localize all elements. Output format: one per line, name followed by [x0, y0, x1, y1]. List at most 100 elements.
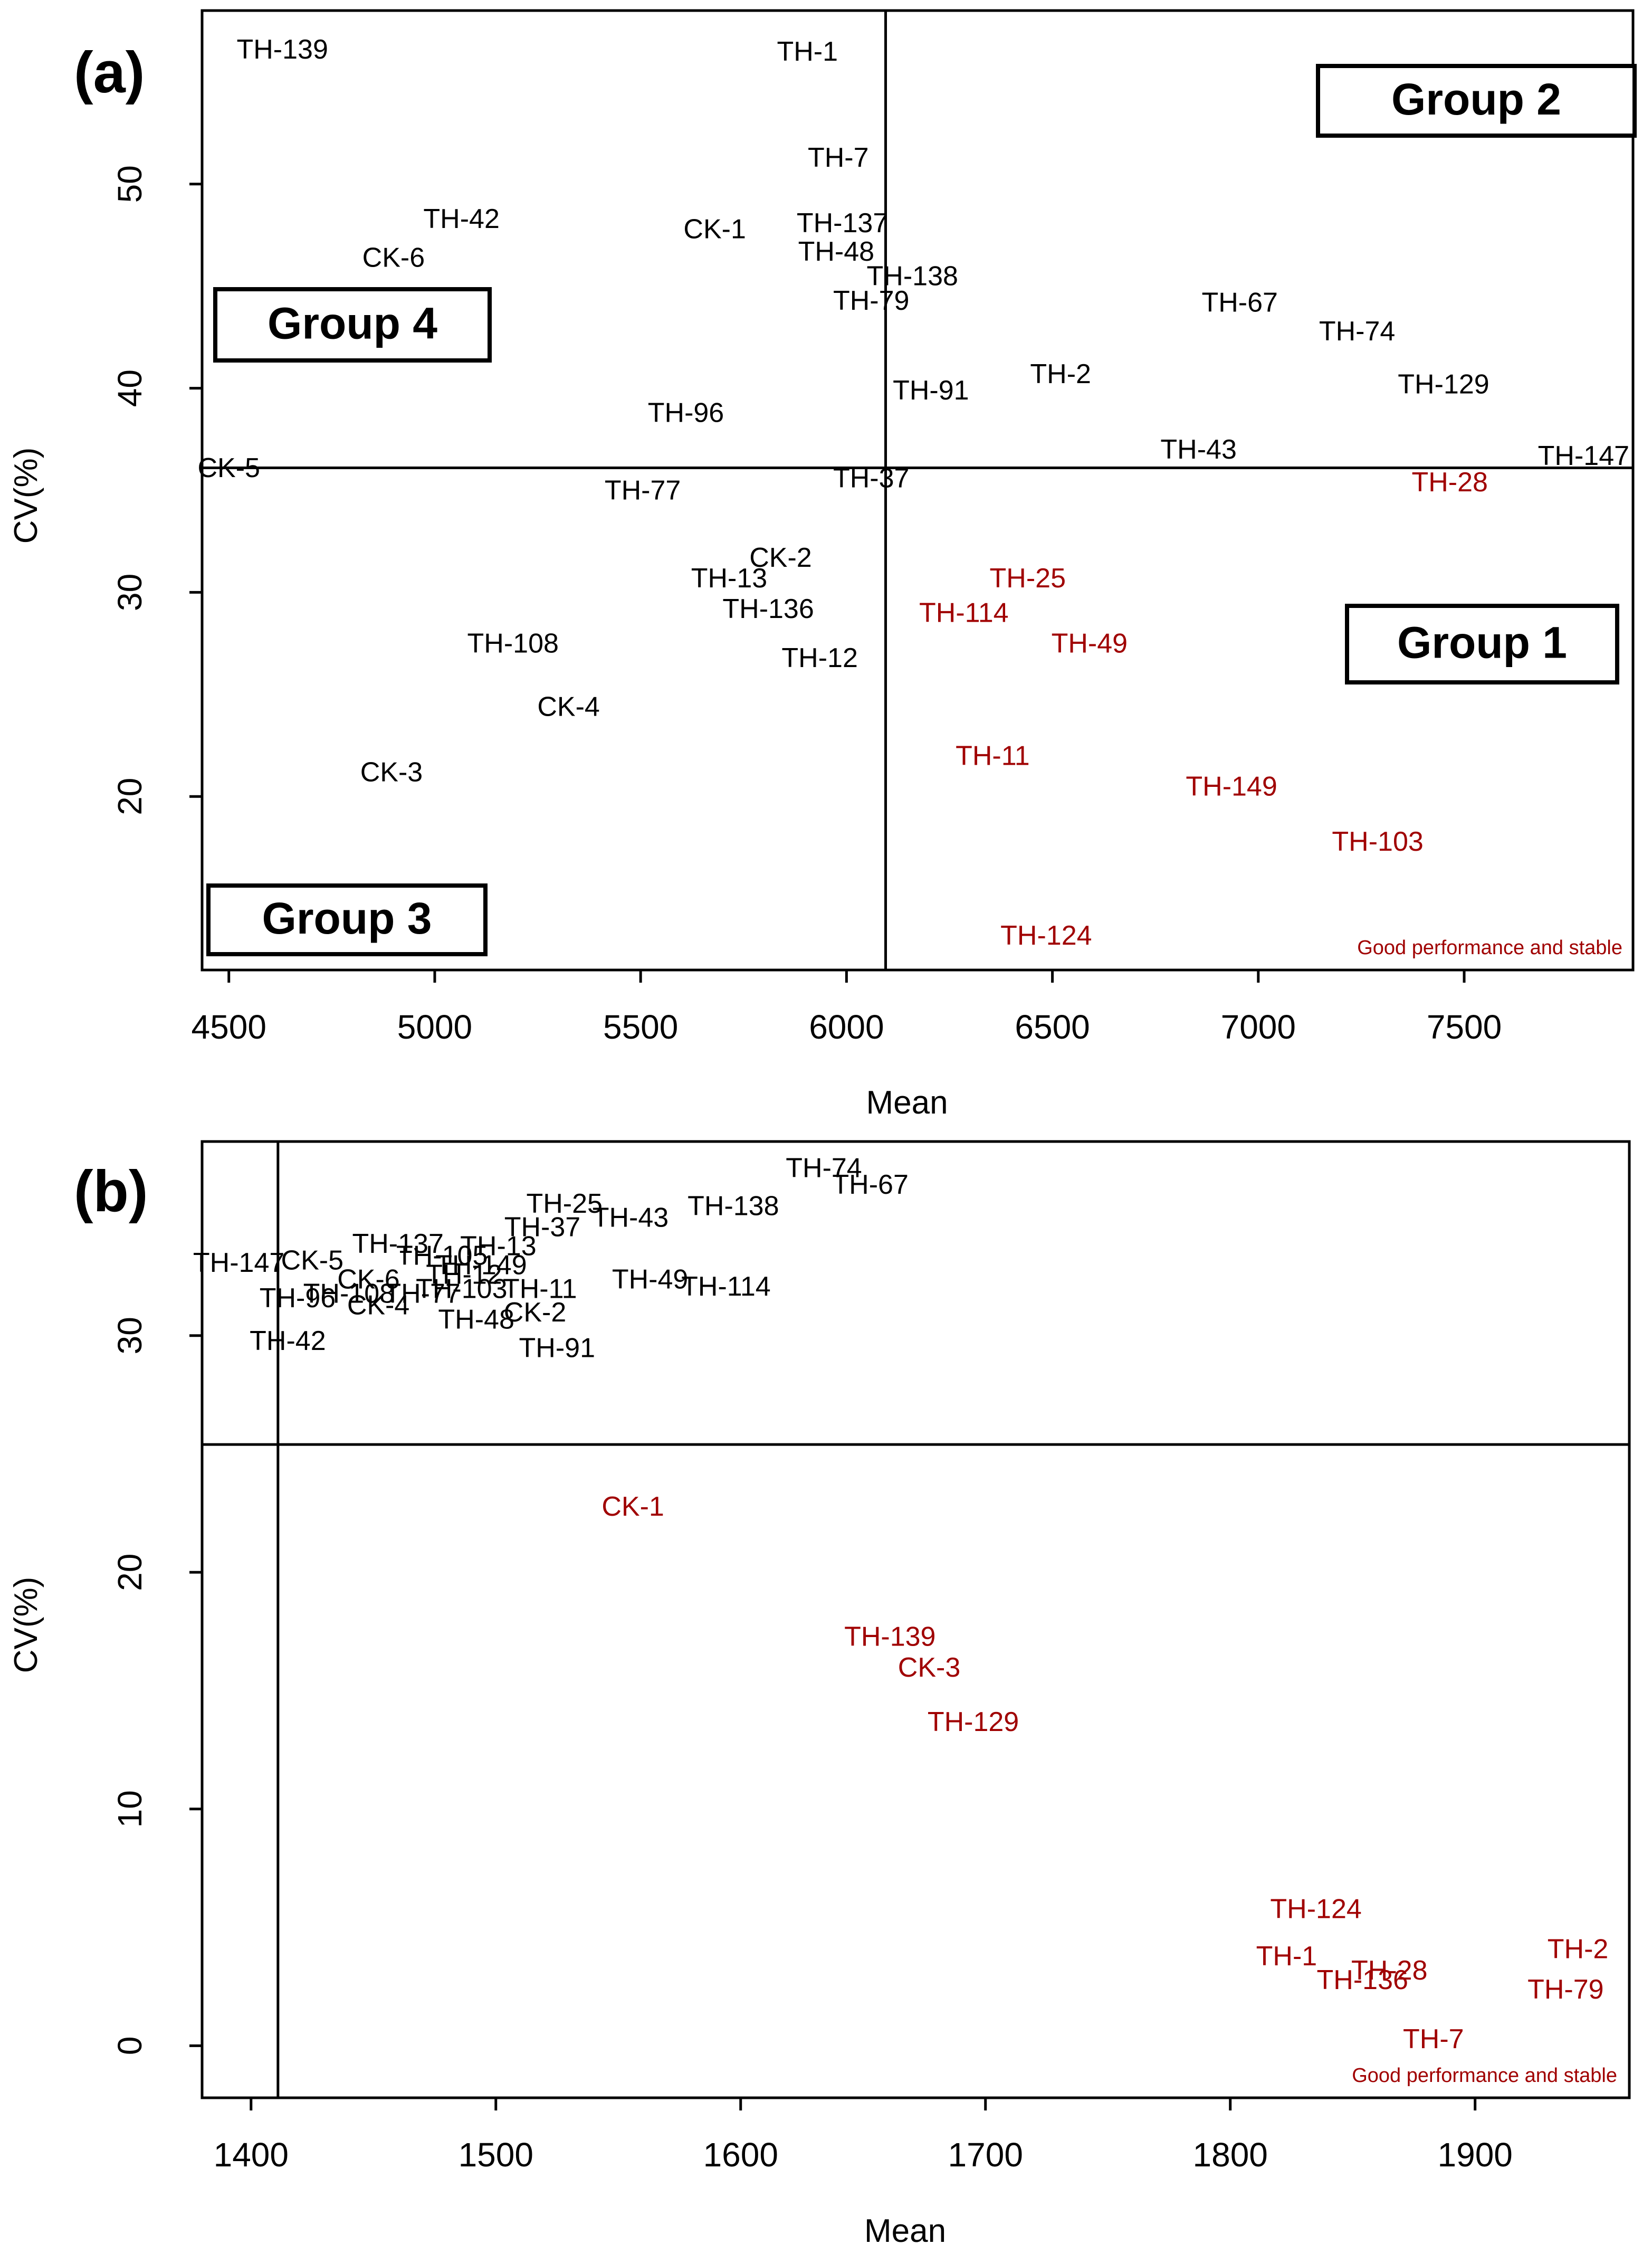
- panel-b-y-tick-label: 20: [111, 1554, 149, 1591]
- panel-a-plot-frame: [200, 9, 1635, 972]
- panel-b-point-th-25: TH-25: [526, 1188, 602, 1219]
- panel-b-point-th-149: TH-149: [435, 1250, 527, 1280]
- panel-b-label: (b): [74, 1159, 148, 1224]
- panel-a-point-ck-6: CK-6: [362, 243, 425, 273]
- panel-a-point-th-37: TH-37: [833, 463, 909, 493]
- panel-b-point-th-137: TH-137: [352, 1229, 443, 1259]
- panel-a-point-th-129: TH-129: [1398, 369, 1489, 400]
- panel-b-point-th-138: TH-138: [687, 1191, 779, 1221]
- panel-a-point-th-7: TH-7: [808, 142, 869, 173]
- panel-a-point-th-124: TH-124: [1000, 920, 1092, 951]
- panel-a-x-tick-label: 7000: [1221, 1008, 1296, 1046]
- panel-b-point-th-96: TH-96: [260, 1283, 336, 1314]
- panel-b-point-th-67: TH-67: [832, 1169, 908, 1200]
- panel-b-point-ck-6: CK-6: [337, 1264, 399, 1295]
- panel-b-x-axis-label: Mean: [864, 2213, 946, 2249]
- panel-a-x-tick-label: 4500: [192, 1008, 266, 1046]
- panel-b-point-th-2: TH-2: [1548, 1934, 1609, 1965]
- panel-a-y-tick-label: 40: [111, 369, 149, 407]
- panel-a-point-th-11: TH-11: [956, 740, 1030, 771]
- panel-a-point-th-91: TH-91: [893, 375, 969, 406]
- panel-b-point-th-103: TH-103: [416, 1273, 507, 1304]
- panel-a-point-th-114: TH-114: [919, 598, 1009, 629]
- panel-a-point-th-28: TH-28: [1411, 467, 1487, 498]
- panel-b-point-th-43: TH-43: [593, 1203, 669, 1233]
- panel-a-point-th-77: TH-77: [605, 475, 681, 506]
- panel-a-point-th-79: TH-79: [833, 286, 909, 316]
- panel-b-point-th-79: TH-79: [1527, 1974, 1603, 2005]
- panel-b-point-th-12: TH-12: [426, 1259, 502, 1290]
- panel-a-point-th-108: TH-108: [467, 629, 559, 659]
- panel-b-point-th-28: TH-28: [1351, 1955, 1427, 1986]
- panel-b-point-th-74: TH-74: [786, 1153, 862, 1184]
- panel-a-stability-note: Good performance and stable: [1357, 937, 1622, 959]
- panel-a-group-box-4: [206, 883, 488, 956]
- panel-a-point-ck-2: CK-2: [749, 543, 811, 573]
- panel-b-point-th-1: TH-1: [1256, 1941, 1317, 1972]
- panel-b-point-th-13: TH-13: [460, 1231, 536, 1262]
- panel-b-point-th-147: TH-147: [193, 1248, 284, 1278]
- panel-b-x-tick-label: 1500: [459, 2136, 533, 2174]
- panel-a-group-box-2: [213, 287, 492, 363]
- panel-a-point-th-138: TH-138: [867, 261, 958, 291]
- panel-b-point-th-11: TH-11: [503, 1273, 577, 1304]
- panel-a-point-th-2: TH-2: [1030, 359, 1091, 389]
- panel-b-point-th-77: TH-77: [384, 1278, 460, 1309]
- panel-b-x-tick-label: 1800: [1193, 2136, 1268, 2174]
- panel-a-point-th-49: TH-49: [1052, 629, 1128, 659]
- panel-a-x-axis-label: Mean: [866, 1085, 948, 1121]
- panel-b-plot-frame: [200, 1140, 1631, 2099]
- panel-b-point-th-108: TH-108: [303, 1278, 395, 1309]
- panel-a-group-box-1: [1316, 64, 1637, 138]
- panel-b-point-th-37: TH-37: [504, 1212, 580, 1243]
- panel-a-point-th-25: TH-25: [990, 563, 1066, 594]
- panel-b-x-tick-label: 1600: [703, 2136, 778, 2174]
- panel-b-point-th-136: TH-136: [1317, 1965, 1408, 1995]
- panel-b-point-ck-2: CK-2: [504, 1297, 566, 1328]
- panel-a-y-axis-label: CV(%): [8, 448, 44, 544]
- panel-a-x-tick-label: 5000: [397, 1008, 472, 1046]
- panel-a-point-th-74: TH-74: [1319, 316, 1395, 347]
- panel-b-y-tick-label: 30: [111, 1317, 149, 1354]
- panel-a-label: (a): [74, 40, 145, 105]
- panel-a-point-ck-5: CK-5: [197, 453, 260, 483]
- panel-a-point-th-1: TH-1: [777, 36, 838, 67]
- panel-b-point-th-42: TH-42: [250, 1326, 326, 1356]
- panel-b-stability-note: Good performance and stable: [1352, 2065, 1617, 2087]
- panel-a-point-th-139: TH-139: [236, 34, 328, 65]
- panel-a-y-tick-label: 30: [111, 574, 149, 611]
- panel-b-point-th-114: TH-114: [681, 1271, 771, 1302]
- panel-b-point-th-105: TH-105: [396, 1241, 488, 1271]
- panel-b-x-tick-label: 1400: [214, 2136, 289, 2174]
- panel-a-point-th-136: TH-136: [722, 594, 814, 624]
- panel-a-group-label: Group 2: [1391, 74, 1561, 124]
- panel-b-point-th-129: TH-129: [928, 1707, 1019, 1737]
- panel-b-x-tick-label: 1900: [1438, 2136, 1513, 2174]
- panel-a-point-ck-4: CK-4: [537, 692, 599, 722]
- panel-a-x-tick-label: 6000: [809, 1008, 884, 1046]
- panel-a-point-th-149: TH-149: [1186, 771, 1277, 802]
- panel-a-x-tick-label: 7500: [1427, 1008, 1502, 1046]
- panel-b-point-ck-3: CK-3: [898, 1652, 960, 1683]
- panel-a-y-tick-label: 20: [111, 778, 149, 815]
- panel-a-point-th-67: TH-67: [1201, 288, 1277, 318]
- panel-b-point-ck-5: CK-5: [281, 1245, 343, 1276]
- panel-b-y-tick-label: 10: [111, 1790, 149, 1828]
- panel-b-x-tick-label: 1700: [948, 2136, 1023, 2174]
- panel-a-point-th-42: TH-42: [423, 204, 499, 234]
- panel-a-point-th-96: TH-96: [648, 398, 724, 429]
- panel-a-x-tick-label: 6500: [1015, 1008, 1090, 1046]
- panel-a-point-th-48: TH-48: [798, 236, 874, 267]
- panel-a-point-ck-3: CK-3: [360, 757, 423, 787]
- panel-b-point-th-139: TH-139: [844, 1622, 935, 1652]
- panel-a-point-th-43: TH-43: [1160, 434, 1236, 465]
- panel-a-point-th-147: TH-147: [1538, 441, 1629, 471]
- panel-b-y-axis-label: CV(%): [8, 1577, 44, 1673]
- panel-b-point-ck-4: CK-4: [347, 1290, 409, 1321]
- panel-b-point-th-124: TH-124: [1270, 1894, 1361, 1924]
- panel-a-point-th-12: TH-12: [781, 643, 857, 673]
- panel-a-x-tick-label: 5500: [603, 1008, 678, 1046]
- panel-a-group-label: Group 3: [262, 893, 432, 943]
- panel-a-group-box-3: [1345, 604, 1619, 684]
